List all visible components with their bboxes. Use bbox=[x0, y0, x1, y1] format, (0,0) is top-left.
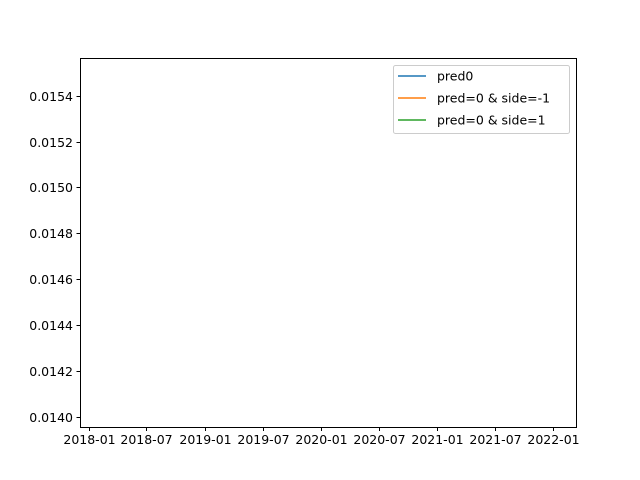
x-tick-label: 2018-01 bbox=[63, 432, 115, 447]
x-tick-label: 2019-07 bbox=[237, 432, 289, 447]
y-tick-label: 0.0142 bbox=[29, 364, 73, 379]
x-tick-label: 2019-01 bbox=[179, 432, 231, 447]
x-axis: 2018-01 2018-07 2019-01 2019-07 2020-01 2020-… bbox=[63, 427, 580, 447]
plot-frame bbox=[80, 58, 577, 428]
legend-label: pred=0 & side=1 bbox=[437, 113, 546, 128]
legend-label: pred0 bbox=[437, 69, 473, 84]
y-axis: 0.0140 0.0142 0.0144 0.0146 0.0148 0.0150 0.01… bbox=[29, 89, 80, 425]
y-tick-label: 0.0152 bbox=[29, 135, 73, 150]
y-tick-label: 0.0144 bbox=[29, 318, 73, 333]
y-tick-label: 0.0154 bbox=[29, 89, 73, 104]
x-tick-label: 2021-01 bbox=[411, 432, 463, 447]
x-tick-label: 2018-07 bbox=[120, 432, 172, 447]
y-tick-label: 0.0140 bbox=[29, 410, 73, 425]
legend-box bbox=[393, 65, 570, 134]
legend: pred0 pred=0 & side=-1 pred=0 & side=1 bbox=[393, 65, 570, 134]
legend-label: pred=0 & side=-1 bbox=[437, 91, 550, 106]
x-tick-label: 2020-07 bbox=[353, 432, 405, 447]
y-tick-label: 0.0148 bbox=[29, 226, 73, 241]
x-tick-label: 2021-07 bbox=[469, 432, 521, 447]
x-tick-label: 2022-01 bbox=[527, 432, 579, 447]
x-tick-label: 2020-01 bbox=[295, 432, 347, 447]
y-tick-label: 0.0146 bbox=[29, 272, 73, 287]
y-tick-label: 0.0150 bbox=[29, 180, 73, 195]
